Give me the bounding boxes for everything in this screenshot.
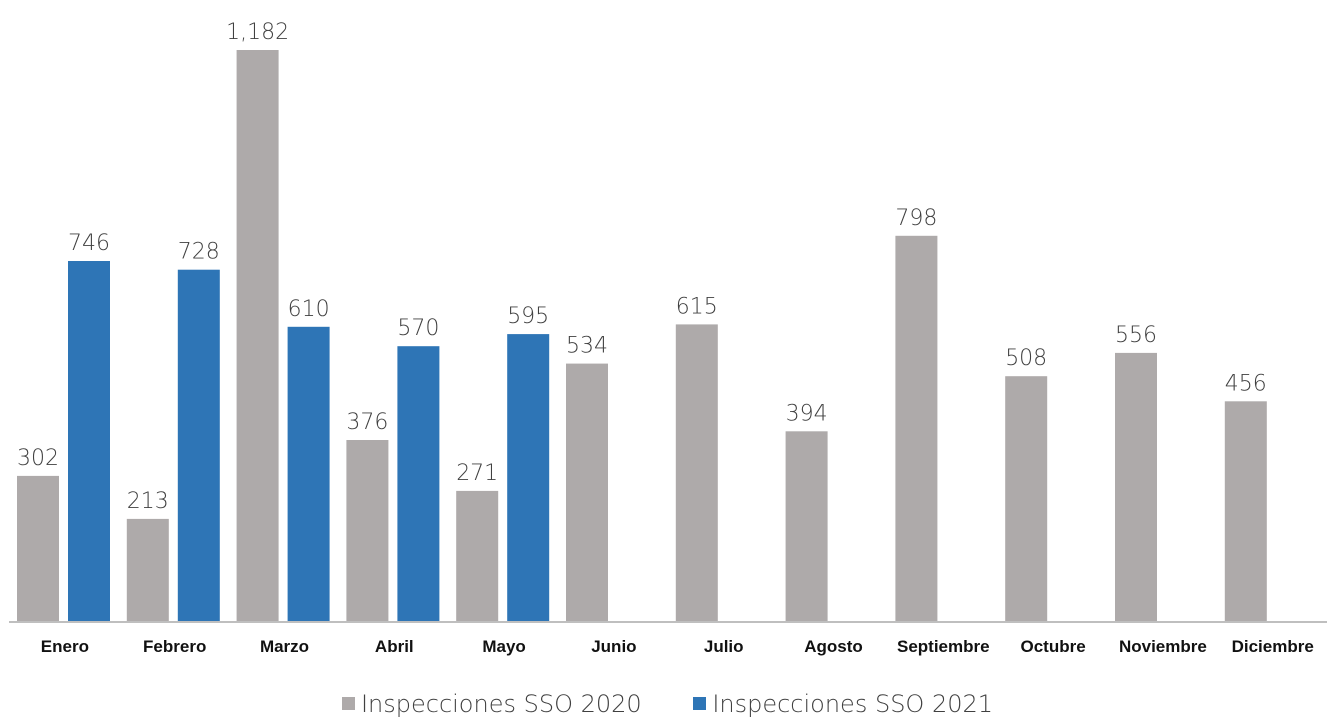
bar-2020-abril	[346, 440, 389, 622]
data-label-2020-abril: 376	[346, 410, 388, 435]
bar-2021-abril	[397, 346, 440, 622]
data-label-2020-agosto: 394	[786, 401, 828, 426]
x-tick-marzo: Marzo	[260, 637, 309, 656]
x-tick-agosto: Agosto	[804, 637, 863, 656]
data-label-2021-enero: 746	[68, 231, 110, 256]
data-label-2021-febrero: 728	[178, 240, 220, 265]
bar-2020-diciembre	[1224, 401, 1267, 622]
data-label-2020-marzo: 1,182	[226, 20, 289, 45]
x-tick-octubre: Octubre	[1021, 637, 1086, 656]
x-tick-labels-group: Enero Febrero Marzo Abril Mayo Junio Julio Agos…	[41, 637, 1314, 656]
data-label-2020-febrero: 213	[127, 489, 169, 514]
legend-item-2021: Inspecciones SSO 2021	[693, 690, 993, 718]
data-label-2020-julio: 615	[676, 294, 718, 319]
bars-group	[17, 50, 1267, 623]
bar-2020-noviembre	[1115, 352, 1157, 622]
data-label-2020-septiembre: 798	[895, 206, 937, 231]
x-tick-abril: Abril	[375, 637, 414, 656]
bar-2020-septiembre	[895, 235, 938, 623]
legend-label-2020: Inspecciones SSO 2020	[360, 689, 642, 718]
x-tick-mayo: Mayo	[482, 637, 525, 656]
bar-2021-marzo	[287, 326, 330, 622]
legend: Inspecciones SSO 2020 Inspecciones SSO 2…	[0, 688, 1335, 718]
data-label-2020-noviembre: 556	[1115, 323, 1157, 348]
data-label-2020-octubre: 508	[1005, 346, 1047, 371]
data-label-2020-diciembre: 456	[1225, 371, 1267, 396]
x-tick-febrero: Febrero	[143, 637, 206, 656]
bar-2020-marzo	[236, 50, 279, 622]
x-tick-julio: Julio	[704, 637, 744, 656]
data-label-2020-junio: 534	[566, 334, 608, 359]
bar-2021-enero	[68, 261, 110, 622]
data-label-2021-abril: 570	[397, 316, 439, 341]
bar-2020-junio	[566, 363, 608, 622]
data-label-2020-enero: 302	[17, 446, 59, 471]
x-tick-diciembre: Diciembre	[1232, 637, 1314, 656]
bar-2021-mayo	[507, 334, 550, 622]
x-tick-noviembre: Noviembre	[1119, 637, 1207, 656]
bar-2020-mayo	[456, 490, 499, 622]
data-label-2021-marzo: 610	[288, 297, 330, 322]
legend-swatch-2021	[693, 697, 707, 710]
bar-2020-octubre	[1005, 376, 1048, 622]
data-label-2020-mayo: 271	[456, 461, 498, 486]
x-tick-septiembre: Septiembre	[897, 637, 990, 656]
x-tick-enero: Enero	[41, 637, 89, 656]
bar-2020-agosto	[785, 431, 828, 622]
bar-2020-febrero	[126, 518, 169, 622]
data-label-2021-mayo: 595	[507, 304, 549, 329]
value-labels-group: 302 746 213 728 1,182 610 376 570 271 595 534 615 39…	[17, 20, 1267, 514]
legend-label-2021: Inspecciones SSO 2021	[712, 689, 994, 718]
bar-2020-enero	[17, 475, 59, 622]
legend-swatch-2020	[341, 697, 355, 710]
bar-2020-julio	[675, 324, 718, 622]
bar-chart: 302 746 213 728 1,182 610 376 570 271 595 534 615 39…	[9, 20, 1327, 656]
legend-item-2020: Inspecciones SSO 2020	[341, 689, 642, 718]
x-tick-junio: Junio	[591, 637, 636, 656]
bar-2021-febrero	[177, 269, 220, 622]
